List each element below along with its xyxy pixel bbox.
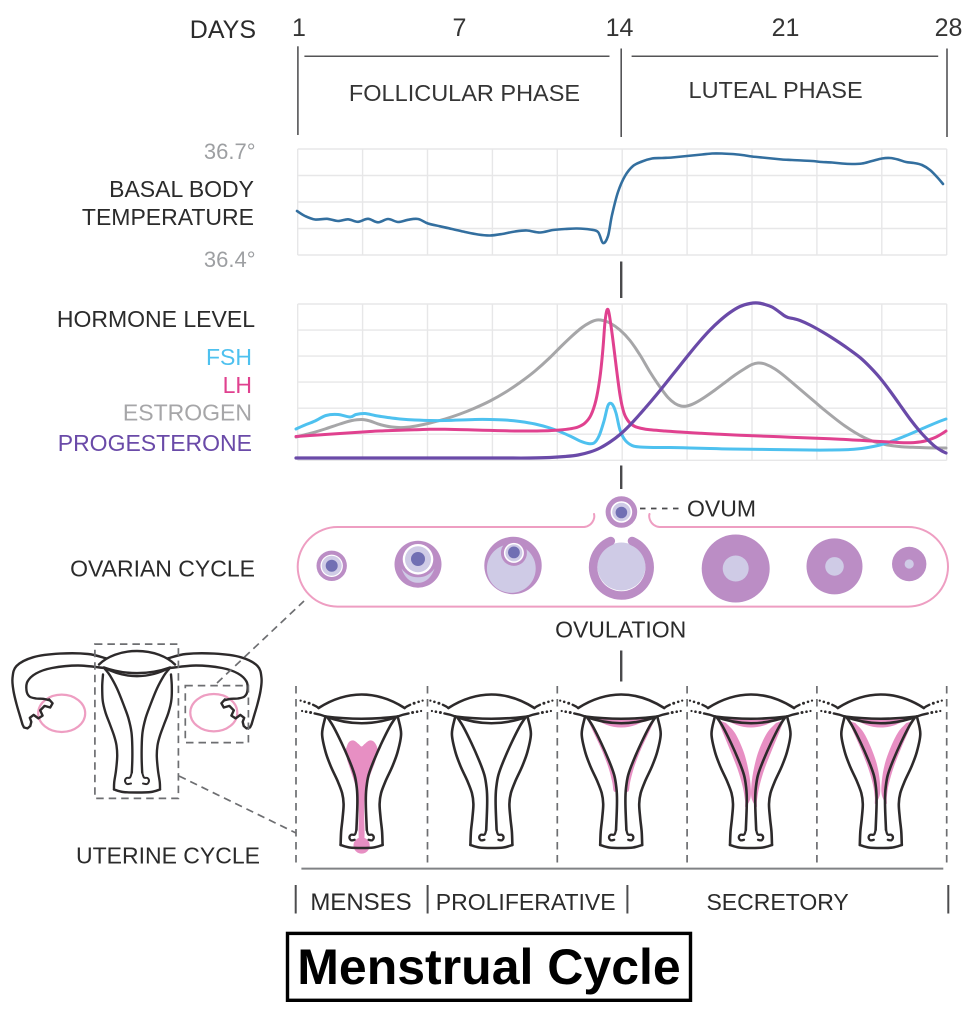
svg-text:FSH: FSH <box>206 344 252 370</box>
svg-text:LUTEAL PHASE: LUTEAL PHASE <box>689 77 863 103</box>
svg-text:1: 1 <box>292 14 306 42</box>
svg-text:OVARIAN CYCLE: OVARIAN CYCLE <box>70 556 255 582</box>
svg-text:TEMPERATURE: TEMPERATURE <box>82 204 254 230</box>
svg-text:OVULATION: OVULATION <box>555 617 686 643</box>
svg-text:36.7°: 36.7° <box>204 139 256 164</box>
svg-text:LH: LH <box>223 372 252 398</box>
svg-text:OVUM: OVUM <box>687 496 756 522</box>
svg-text:7: 7 <box>453 14 467 42</box>
svg-text:UTERINE CYCLE: UTERINE CYCLE <box>76 843 260 869</box>
svg-text:14: 14 <box>606 14 634 42</box>
svg-text:FOLLICULAR PHASE: FOLLICULAR PHASE <box>349 80 580 106</box>
svg-text:DAYS: DAYS <box>190 16 256 44</box>
svg-text:SECRETORY: SECRETORY <box>706 889 848 915</box>
svg-text:Menstrual Cycle: Menstrual Cycle <box>297 939 680 995</box>
svg-text:ESTROGEN: ESTROGEN <box>123 400 252 426</box>
svg-text:HORMONE LEVEL: HORMONE LEVEL <box>57 306 255 332</box>
svg-text:36.4°: 36.4° <box>204 247 256 272</box>
svg-text:21: 21 <box>772 14 800 42</box>
svg-text:BASAL BODY: BASAL BODY <box>109 176 254 202</box>
svg-text:PROGESTERONE: PROGESTERONE <box>58 430 252 456</box>
svg-text:PROLIFERATIVE: PROLIFERATIVE <box>436 889 616 915</box>
svg-text:MENSES: MENSES <box>310 889 411 916</box>
svg-text:28: 28 <box>935 14 963 42</box>
